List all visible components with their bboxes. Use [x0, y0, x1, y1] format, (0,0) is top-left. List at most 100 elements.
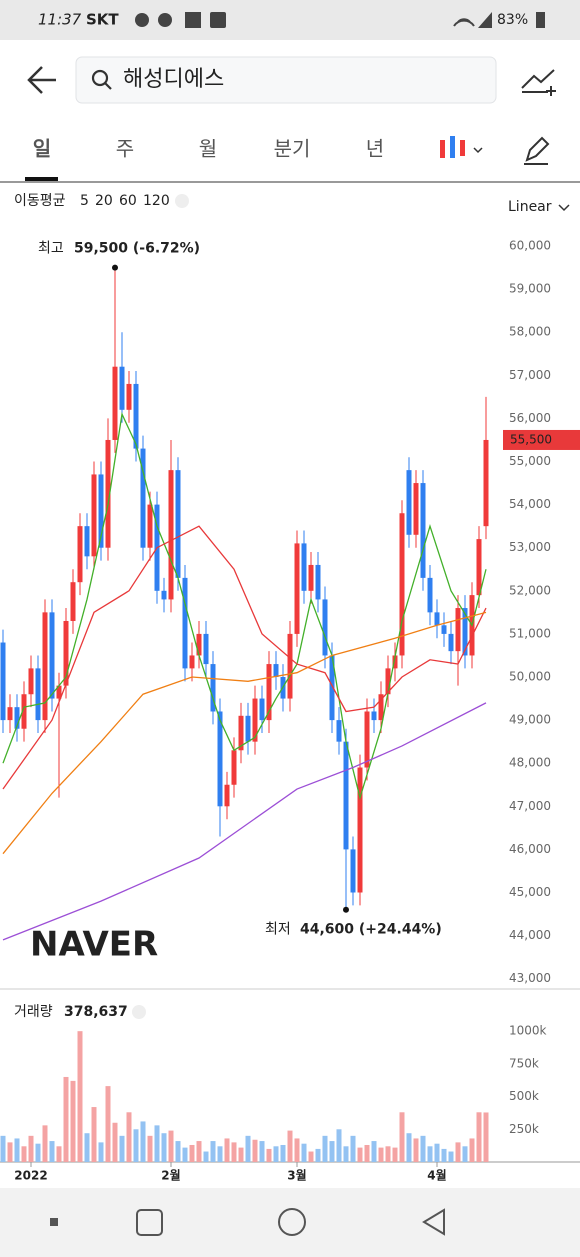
status-icon: [135, 13, 149, 27]
tab[interactable]: 년: [366, 137, 384, 161]
y-tick-label: 52,000: [509, 583, 551, 597]
moving-average: [2, 411, 487, 801]
back-button[interactable]: [27, 66, 56, 94]
volume-bar: [217, 1146, 223, 1162]
volume-bar: [28, 1135, 34, 1162]
scale-chevron[interactable]: [558, 204, 570, 212]
candle-body: [42, 612, 48, 721]
volume-bar: [252, 1139, 258, 1162]
search-box[interactable]: [75, 56, 497, 104]
volume-bar: [420, 1135, 426, 1162]
candle-body: [70, 582, 76, 621]
y-tick-label: 54,000: [509, 497, 551, 511]
moving-average: [2, 611, 487, 855]
x-tick-label: 2월: [161, 1168, 180, 1183]
status-carrier: SKT: [86, 11, 119, 29]
low-marker: [343, 906, 349, 913]
tab-bar: 일 주 월 분기 년: [33, 137, 384, 161]
candle-body: [182, 577, 188, 669]
legend-entry: 60: [119, 193, 137, 209]
candle-body: [217, 711, 223, 807]
candle-body: [245, 715, 251, 742]
candle-body: [35, 668, 41, 721]
tab[interactable]: 분기: [274, 137, 311, 161]
y-tick-label: 56,000: [509, 411, 551, 425]
y-tick-label: 51,000: [509, 626, 551, 640]
tab[interactable]: 주: [116, 137, 134, 161]
candle-body: [266, 664, 272, 721]
status-battery: 83%: [497, 12, 528, 28]
search-icon: [91, 69, 109, 87]
candle-body: [231, 750, 237, 785]
scale-label[interactable]: Linear: [508, 199, 552, 215]
moving-average: [2, 702, 487, 941]
low-value: 44,600 (+24.44%): [300, 922, 442, 938]
candle-body: [343, 741, 349, 850]
volume-bar: [21, 1146, 27, 1162]
chart-type-icon[interactable]: [460, 140, 465, 156]
volume-bar: [98, 1142, 104, 1162]
volume-bar: [140, 1121, 146, 1162]
chart-type-chevron[interactable]: [473, 147, 483, 154]
candles: [0, 267, 489, 910]
search-icon: [104, 82, 112, 90]
chart-type-icon[interactable]: [440, 140, 445, 158]
candle-body: [427, 577, 433, 613]
volume-bar: [357, 1147, 363, 1162]
battery-icon: [536, 12, 545, 28]
legend-close[interactable]: [175, 194, 189, 208]
y-tick-label: 43,000: [509, 971, 551, 985]
volume-bar: [434, 1143, 440, 1162]
signal-icon: [478, 12, 492, 28]
tab[interactable]: 월: [199, 137, 217, 161]
tab[interactable]: 일: [33, 137, 51, 161]
nav-menu[interactable]: [50, 1218, 58, 1226]
y-tick-label: 46,000: [509, 842, 551, 856]
volume-bar: [315, 1148, 321, 1162]
candle-body: [322, 599, 328, 656]
candle-body: [371, 711, 377, 721]
candle-body: [259, 698, 265, 721]
candle-body: [161, 590, 167, 600]
volume-bar: [77, 1031, 83, 1162]
volume-bar: [147, 1135, 153, 1162]
nav-home-recent[interactable]: [136, 1209, 163, 1236]
candle-body: [105, 439, 111, 548]
volume-bar: [133, 1129, 139, 1162]
volume-bar: [350, 1135, 356, 1162]
volume-bar: [203, 1151, 209, 1162]
draw-button[interactable]: [524, 136, 550, 165]
volume-bar: [168, 1130, 174, 1162]
candle-body: [399, 513, 405, 656]
volume-tick-label: 750k: [509, 1056, 539, 1070]
volume-bar: [308, 1151, 314, 1162]
candle-body: [441, 625, 447, 634]
candle-body: [119, 366, 125, 410]
volume-bar: [329, 1141, 335, 1162]
nav-home[interactable]: [278, 1208, 306, 1236]
x-tick-label: 3월: [287, 1168, 306, 1183]
high-marker: [112, 264, 118, 271]
candle-body: [336, 720, 342, 742]
candle-body: [196, 633, 202, 656]
volume-bar: [476, 1112, 482, 1162]
compare-button[interactable]: [521, 69, 556, 96]
volume-bar: [70, 1080, 76, 1162]
nav-back[interactable]: [422, 1208, 445, 1236]
volume-bar: [175, 1141, 181, 1162]
candle-body: [385, 668, 391, 695]
y-tick-label: 55,000: [509, 454, 551, 468]
x-tick-label: 4월: [427, 1168, 446, 1183]
candle-body: [224, 784, 230, 807]
volume-close[interactable]: [132, 1005, 146, 1019]
volume-bar: [266, 1148, 272, 1162]
status-icon: [158, 13, 172, 27]
volume-title: 거래량: [14, 1004, 53, 1020]
volume-bar: [35, 1143, 41, 1162]
nav-bar: [0, 1188, 580, 1257]
chart-type-icon[interactable]: [450, 136, 455, 158]
volume-bar: [245, 1135, 251, 1162]
status-time: 11:37: [38, 11, 82, 29]
candle-body: [308, 564, 314, 591]
